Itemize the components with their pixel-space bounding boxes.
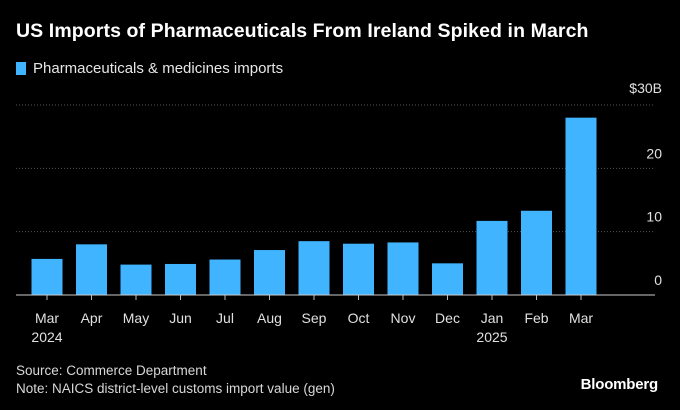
x-year-label: 2025	[476, 329, 507, 345]
bar	[432, 263, 463, 295]
x-tick-label: Sep	[302, 310, 327, 326]
bar	[343, 243, 374, 295]
x-tick-label: Apr	[81, 310, 103, 326]
bar	[476, 220, 508, 295]
bar	[521, 210, 552, 295]
x-tick-label: Jul	[216, 310, 234, 326]
x-tick-label: Feb	[524, 310, 548, 326]
y-tick-label: $30B	[629, 80, 662, 96]
bar	[120, 264, 152, 295]
y-tick-label: 20	[646, 145, 662, 161]
bar	[76, 244, 107, 295]
bar	[209, 259, 241, 295]
x-tick-label: Oct	[348, 310, 370, 326]
x-tick-label: May	[123, 310, 149, 326]
bloomberg-logo: Bloomberg	[580, 376, 659, 393]
bar	[387, 242, 419, 295]
bar	[31, 258, 63, 295]
x-tick-label: Dec	[435, 310, 460, 326]
methodology-note: Note: NAICS district-level customs impor…	[16, 381, 335, 396]
bar	[254, 250, 285, 295]
bar	[565, 117, 597, 296]
x-year-label: 2024	[31, 329, 62, 345]
source-note: Source: Commerce Department	[16, 363, 207, 378]
legend-swatch	[16, 62, 26, 75]
x-tick-label: Nov	[391, 310, 416, 326]
legend-label: Pharmaceuticals & medicines imports	[33, 60, 284, 77]
x-tick-label: Aug	[257, 310, 282, 326]
chart-title: US Imports of Pharmaceuticals From Irela…	[16, 20, 589, 42]
legend: Pharmaceuticals & medicines imports	[16, 60, 283, 77]
x-tick-label: Mar	[35, 310, 59, 326]
footer: Source: Commerce Department Note: NAICS …	[16, 362, 335, 398]
y-tick-label: 10	[646, 209, 662, 225]
x-tick-label: Jan	[481, 310, 504, 326]
bar	[165, 263, 196, 295]
x-tick-label: Mar	[569, 310, 593, 326]
y-tick-label: 0	[654, 272, 662, 288]
bar	[298, 241, 330, 295]
x-tick-label: Jun	[169, 310, 192, 326]
